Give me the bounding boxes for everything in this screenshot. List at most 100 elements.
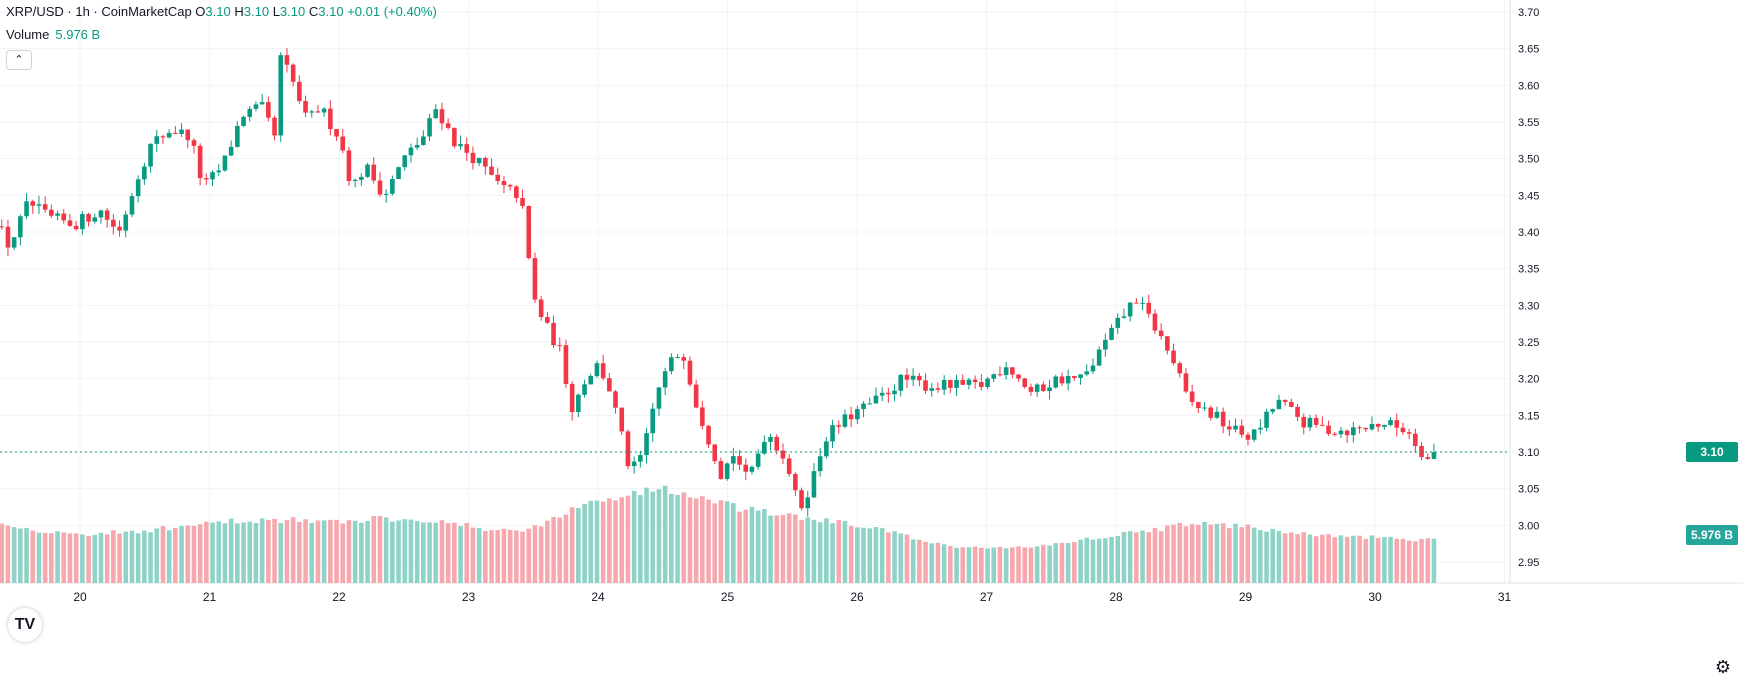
volume-bar (1258, 530, 1263, 583)
volume-bar (439, 520, 445, 583)
candle-body (216, 170, 222, 173)
volume-bar (1245, 524, 1251, 583)
candle-body (520, 198, 525, 206)
volume-bar (30, 530, 36, 583)
candle-body (371, 164, 377, 181)
price-tick-label: 3.35 (1518, 264, 1539, 276)
volume-bar (613, 500, 618, 583)
candle-body (1363, 427, 1369, 430)
volume-bar (1127, 531, 1133, 583)
candle-body (879, 392, 885, 396)
volume-bar (706, 499, 711, 583)
volume-bar (842, 520, 848, 583)
volume-label[interactable]: Volume (6, 27, 50, 42)
candle-body (1282, 399, 1288, 402)
candle-body (786, 458, 792, 474)
volume-bar (104, 534, 110, 583)
volume-bar (551, 516, 556, 583)
volume-bar (1189, 524, 1195, 583)
symbol-title[interactable]: XRP/USD · 1h · CoinMarketCap (6, 4, 192, 19)
candle-body (266, 102, 271, 118)
candle-body (755, 453, 761, 467)
candle-body (631, 461, 637, 467)
candle-body (979, 382, 984, 388)
volume-bar (1072, 542, 1077, 583)
candle-body (941, 379, 947, 390)
volume-bar (1270, 528, 1276, 583)
candle-body (1010, 367, 1015, 375)
volume-bar (5, 525, 11, 583)
volume-bar (49, 533, 54, 583)
candle-body (644, 433, 649, 456)
candle-body (36, 204, 42, 206)
candle-body (1406, 432, 1412, 434)
candle-body (259, 102, 265, 105)
volume-bar (1016, 546, 1021, 583)
volume-bar (991, 547, 997, 583)
price-tick-label: 3.25 (1518, 337, 1539, 349)
price-tick-label: 3.15 (1518, 410, 1539, 422)
candle-body (588, 376, 594, 385)
candle-body (1344, 430, 1350, 436)
volume-bar (272, 518, 277, 583)
price-axis[interactable]: 3.70 3.65 3.60 3.55 3.50 3.45 3.40 3.35 3.30 3.25… (1518, 7, 1539, 569)
candle-body (154, 136, 160, 144)
volume-bar (1034, 546, 1040, 583)
volume-bar (669, 493, 674, 583)
chevron-up-icon[interactable]: ⌃ (6, 50, 32, 70)
candle-body (1121, 316, 1127, 318)
time-tick-label: 25 (721, 590, 735, 604)
volume-bar (1276, 530, 1282, 583)
candle-body (1165, 336, 1170, 351)
candle-body (625, 431, 631, 467)
candle-body (1134, 302, 1139, 304)
volume-bar (222, 523, 228, 583)
candle-body (830, 425, 835, 442)
candle-body (768, 436, 773, 442)
volume-bar (638, 495, 643, 583)
candle-body (297, 81, 302, 102)
candle-body (427, 118, 432, 137)
volume-bar (929, 543, 935, 583)
candle-body (867, 403, 873, 405)
volume-bar (588, 500, 594, 583)
time-tick-label: 21 (203, 590, 217, 604)
candle-body (321, 108, 327, 113)
candle-body (1245, 434, 1251, 440)
candle-body (445, 123, 451, 128)
volume-bar (1307, 534, 1313, 583)
candle-body (334, 129, 339, 137)
volume-bar (1264, 531, 1269, 583)
candle-body (1233, 425, 1238, 430)
candle-body (303, 101, 308, 113)
candle-body (1146, 302, 1152, 314)
candle-body (780, 450, 786, 459)
candle-body (1326, 425, 1331, 434)
candle-body (848, 414, 854, 420)
volume-bar (259, 518, 265, 583)
volume-bar (1022, 547, 1028, 583)
candle-body (0, 226, 5, 228)
candle-body (656, 387, 662, 409)
volume-bar (737, 511, 742, 583)
volume-bar (154, 528, 160, 583)
volume-bar (1320, 534, 1325, 583)
candle-body (272, 117, 277, 136)
candle-body (1196, 401, 1201, 409)
volume-bar (1375, 537, 1381, 583)
candle-body (247, 108, 253, 117)
candle-body (483, 157, 488, 167)
candle-body (799, 490, 804, 509)
time-axis[interactable]: 20 21 22 23 24 25 26 27 28 29 30 31 (73, 590, 1511, 604)
volume-bar (142, 530, 147, 583)
tradingview-logo-icon[interactable]: TV (8, 608, 42, 642)
gear-icon[interactable]: ⚙ (1714, 657, 1732, 677)
close-value: 3.10 (318, 4, 344, 19)
candle-body (836, 425, 842, 427)
volume-bar (402, 519, 408, 583)
volume-bar (1400, 538, 1406, 583)
candle-body (1227, 426, 1232, 430)
volume-bar (414, 521, 420, 583)
candle-body (390, 179, 395, 194)
